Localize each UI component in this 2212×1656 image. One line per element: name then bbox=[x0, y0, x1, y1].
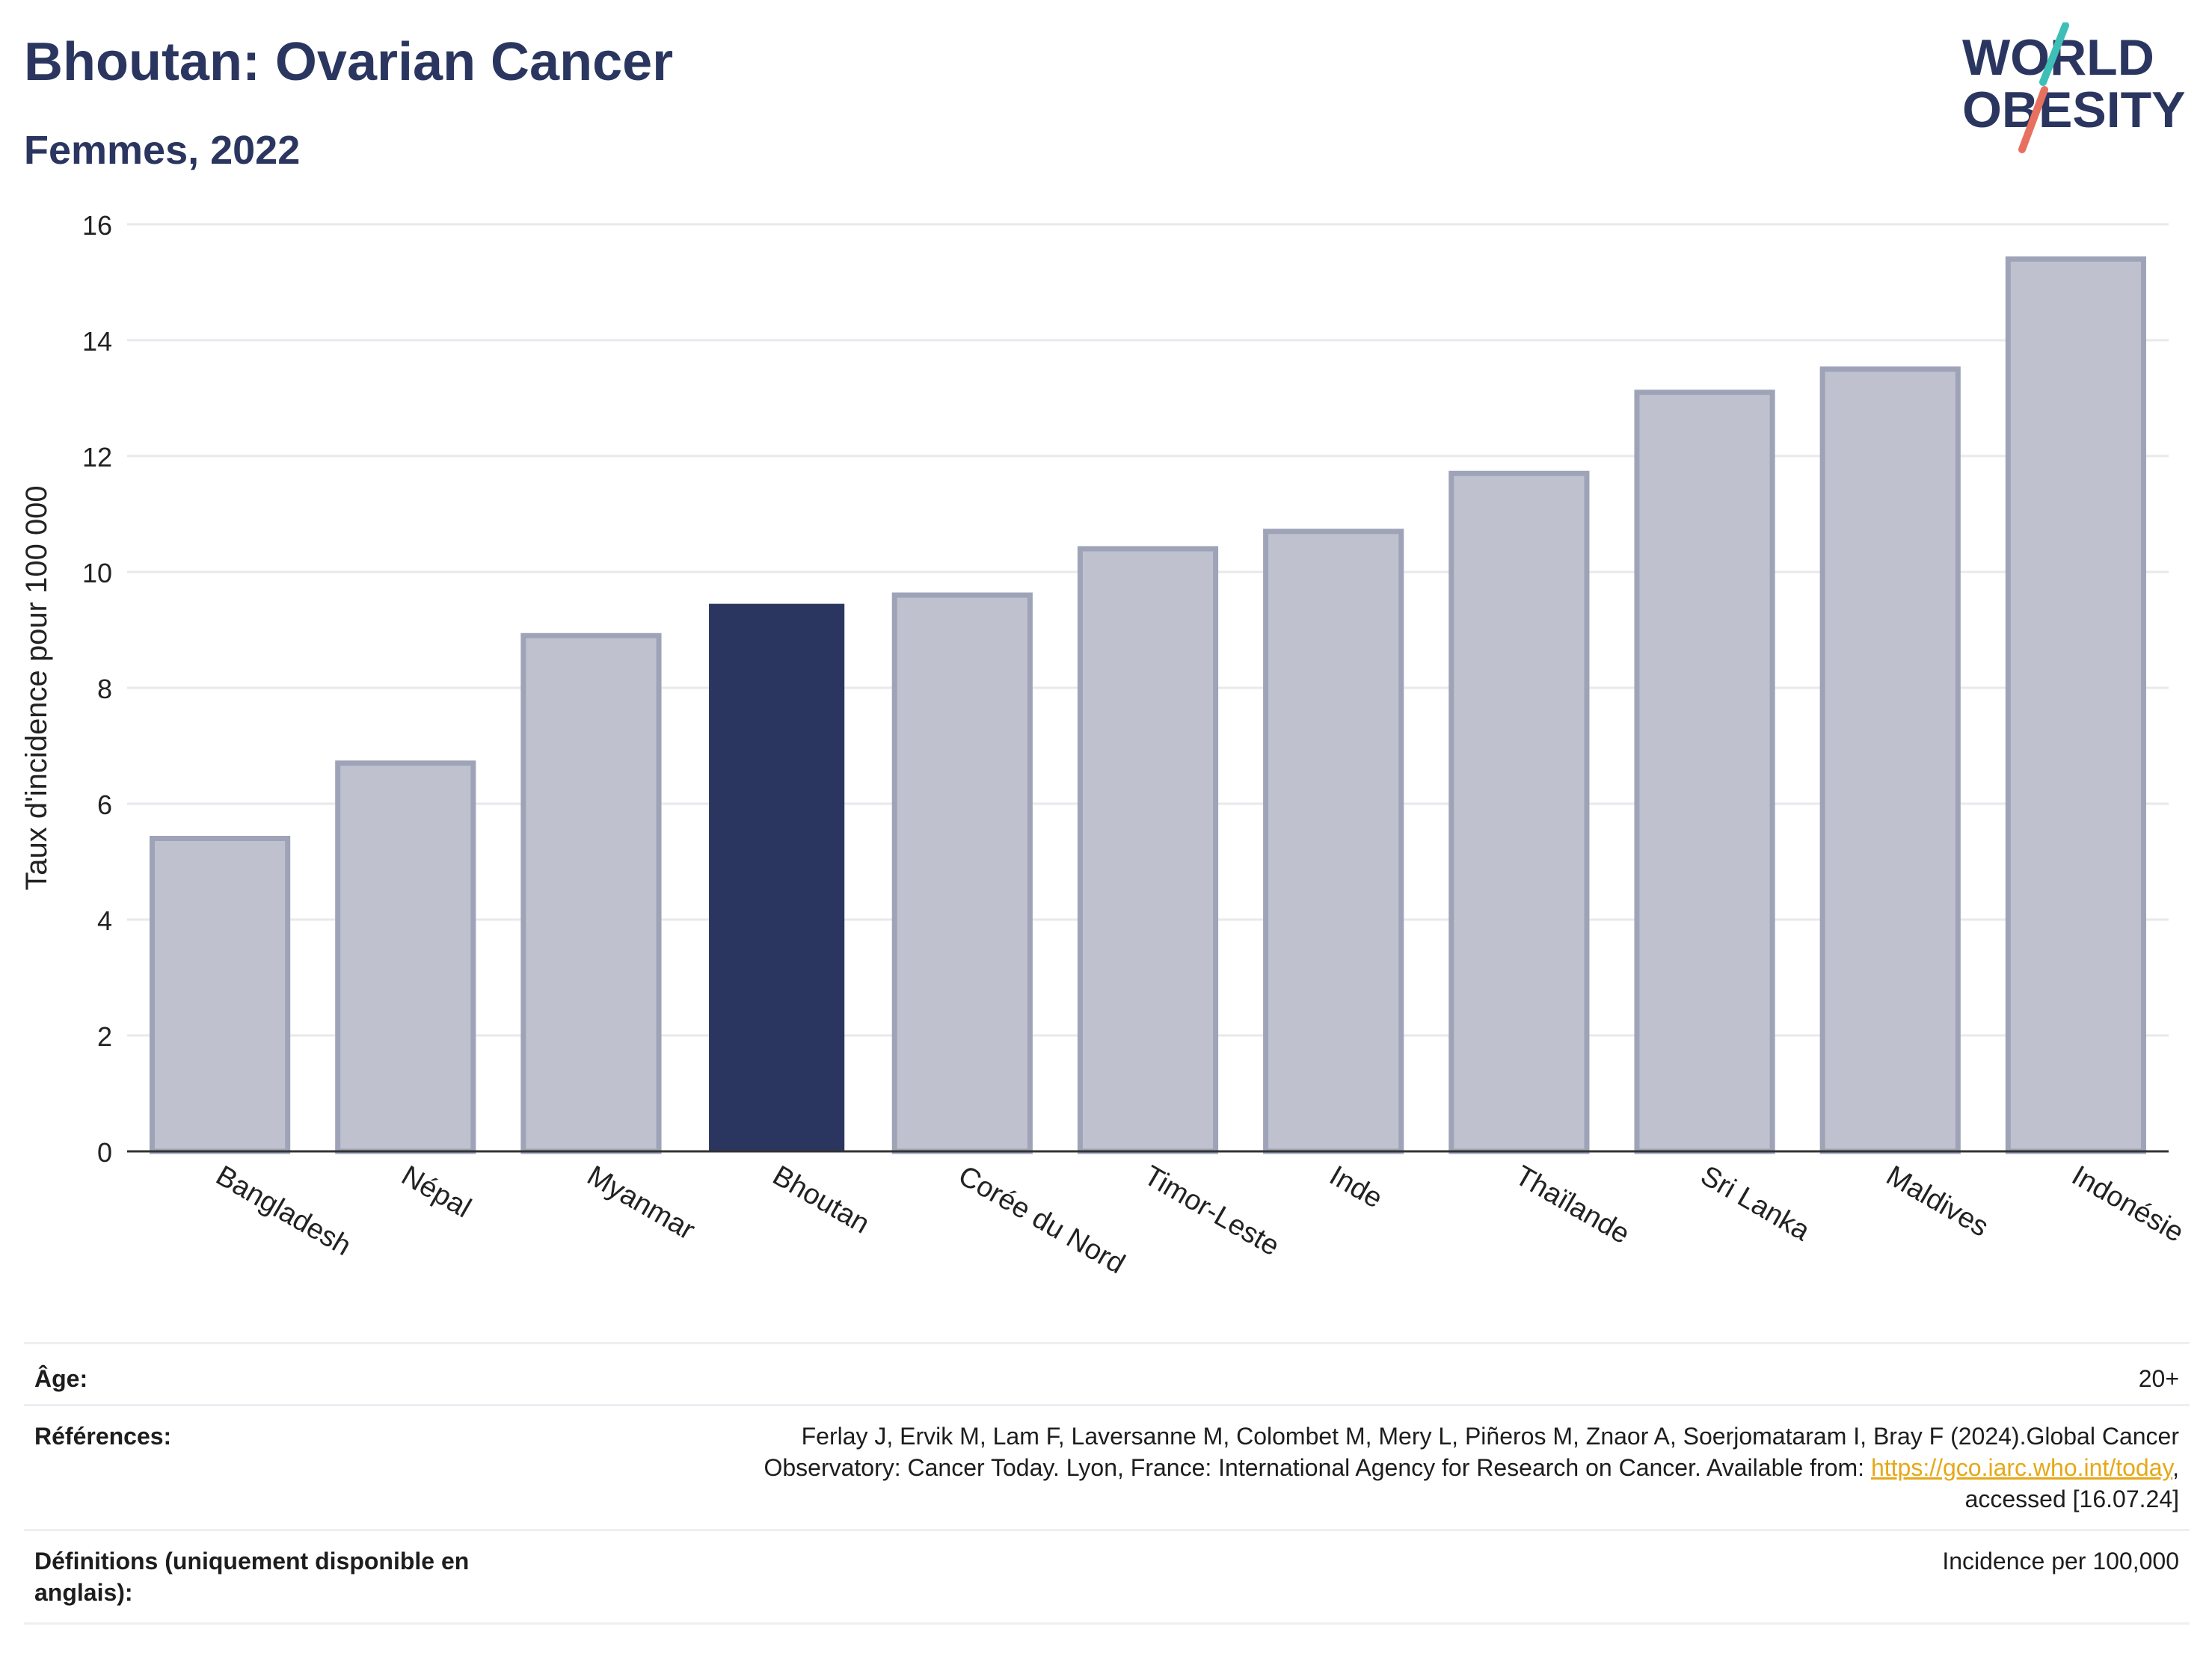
references-value: Ferlay J, Ervik M, Lam F, Laversanne M, … bbox=[764, 1420, 2179, 1515]
definitions-label-line-2: anglais): bbox=[34, 1579, 133, 1606]
x-tick-label: Corée du Nord bbox=[953, 1160, 1130, 1280]
y-tick-label: 10 bbox=[82, 558, 112, 588]
y-tick-label: 8 bbox=[97, 674, 112, 704]
definitions-label: Définitions (uniquement disponible en an… bbox=[34, 1545, 469, 1608]
x-tick-label: Sri Lanka bbox=[1695, 1160, 1816, 1247]
y-tick-label: 2 bbox=[97, 1021, 112, 1052]
world-obesity-logo: WORLD OBESITY bbox=[1962, 22, 2186, 153]
bar-bhoutan bbox=[709, 603, 845, 1151]
logo-slash-teal bbox=[2039, 22, 2069, 86]
age-label: Âge: bbox=[34, 1365, 88, 1392]
divider bbox=[24, 1342, 2190, 1344]
references-link[interactable]: https://gco.iarc.who.int/today bbox=[1870, 1454, 2173, 1481]
definitions-value: Incidence per 100,000 bbox=[1942, 1548, 2179, 1575]
bar-inde bbox=[1263, 529, 1404, 1154]
x-axis-ticks: Bangladesh Népal Myanmar Bhoutan Corée du No… bbox=[211, 1160, 2190, 1280]
y-tick-label: 16 bbox=[82, 210, 112, 241]
age-value: 20+ bbox=[2138, 1365, 2179, 1392]
references-label: Références: bbox=[34, 1423, 172, 1450]
references-line-2-text: Observatory: Cancer Today. Lyon, France:… bbox=[764, 1454, 1871, 1481]
y-tick-label: 12 bbox=[82, 442, 112, 473]
metadata-table: Âge: 20+ Références: Ferlay J, Ervik M, … bbox=[24, 1342, 2190, 1656]
references-line-1: Ferlay J, Ervik M, Lam F, Laversanne M, … bbox=[801, 1423, 2179, 1450]
bar-bangladesh bbox=[150, 836, 291, 1154]
bar-timor-leste bbox=[1077, 546, 1219, 1154]
chart-title: Bhoutan: Ovarian Cancer bbox=[24, 32, 674, 92]
bar-indonésie bbox=[2005, 256, 2146, 1154]
bar-népal bbox=[335, 760, 476, 1154]
y-tick-label: 0 bbox=[97, 1137, 112, 1168]
bars bbox=[150, 256, 2146, 1154]
y-tick-label: 6 bbox=[97, 789, 112, 820]
references-line-2: Observatory: Cancer Today. Lyon, France:… bbox=[764, 1452, 2179, 1483]
divider bbox=[24, 1404, 2190, 1406]
references-line-2-end: , bbox=[2172, 1454, 2179, 1481]
x-tick-label: Inde bbox=[1324, 1160, 1388, 1214]
y-axis-label: Taux d'incidence pour 100 000 bbox=[20, 485, 53, 890]
x-tick-label: Timor-Leste bbox=[1139, 1160, 1285, 1262]
divider bbox=[24, 1529, 2190, 1531]
x-tick-label: Maldives bbox=[1881, 1160, 1994, 1243]
x-tick-label: Népal bbox=[396, 1160, 476, 1224]
x-tick-label: Thaïlande bbox=[1510, 1160, 1635, 1250]
x-tick-label: Bangladesh bbox=[211, 1160, 357, 1262]
bar-sri-lanka bbox=[1634, 390, 1775, 1154]
y-tick-label: 4 bbox=[97, 905, 112, 936]
bar-maldives bbox=[1819, 366, 1961, 1154]
logo-slash-coral bbox=[2018, 86, 2048, 153]
logo-word-obesity: OBESITY bbox=[1962, 81, 2186, 138]
bar-chart: 0 2 4 6 8 10 12 14 16 Bangladesh Népal Myanmar Bhou… bbox=[20, 210, 2190, 1280]
y-tick-label: 14 bbox=[82, 326, 112, 357]
y-axis-ticks: 0 2 4 6 8 10 12 14 16 bbox=[82, 210, 112, 1168]
x-tick-label: Myanmar bbox=[582, 1160, 700, 1246]
x-tick-label: Bhoutan bbox=[767, 1160, 875, 1240]
bar-corée-du-nord bbox=[891, 592, 1033, 1154]
bar-thaïlande bbox=[1448, 470, 1590, 1154]
divider bbox=[24, 1622, 2190, 1625]
references-line-3: accessed [16.07.24] bbox=[1964, 1486, 2179, 1512]
chart-subtitle: Femmes, 2022 bbox=[24, 128, 301, 173]
bar-myanmar bbox=[520, 632, 662, 1154]
definitions-label-line-1: Définitions (uniquement disponible en bbox=[34, 1548, 470, 1575]
x-tick-label: Indonésie bbox=[2066, 1160, 2189, 1249]
